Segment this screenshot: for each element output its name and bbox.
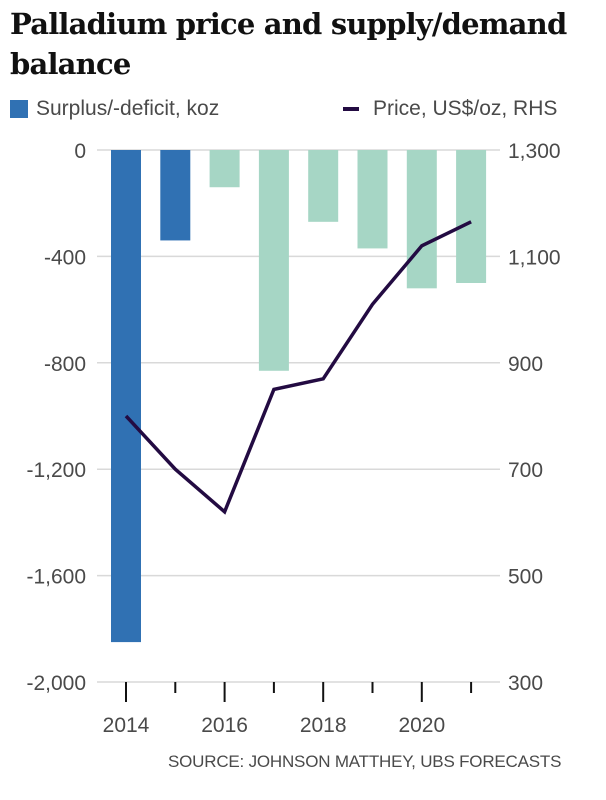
source-note: SOURCE: JOHNSON MATTHEY, UBS FORECASTS xyxy=(168,752,562,771)
x-tick-label: 2020 xyxy=(398,714,445,737)
legend-item-price: Price, US$/oz, RHS xyxy=(343,97,557,121)
legend-swatch-line xyxy=(343,107,359,111)
y-left-tick-label: 0 xyxy=(74,140,86,163)
x-tick-label: 2014 xyxy=(103,714,150,737)
y-right-tick-label: 700 xyxy=(508,459,543,482)
bar-2016 xyxy=(209,150,240,188)
y-right-tick-label: 1,100 xyxy=(508,246,561,269)
y-axis-left: 0 -400 -800 -1,200 -1,600 -2,000 xyxy=(26,140,86,695)
x-axis: 2014 2016 2018 2020 xyxy=(103,682,473,737)
y-axis-right: 1,300 1,100 900 700 500 300 xyxy=(508,140,561,695)
bar-2018 xyxy=(308,150,339,222)
y-left-tick-label: -2,000 xyxy=(26,672,86,695)
y-right-tick-label: 500 xyxy=(508,566,543,589)
legend-item-surplus: Surplus/-deficit, koz xyxy=(10,97,219,121)
legend: Surplus/-deficit, koz Price, US$/oz, RHS xyxy=(10,97,600,127)
price-line xyxy=(124,220,472,515)
legend-label-price: Price, US$/oz, RHS xyxy=(373,97,558,120)
bar-2015 xyxy=(160,150,191,241)
legend-label-surplus: Surplus/-deficit, koz xyxy=(36,97,220,120)
y-left-tick-label: -400 xyxy=(44,246,86,269)
x-tick-label: 2016 xyxy=(201,714,248,737)
y-left-tick-label: -1,600 xyxy=(26,566,86,589)
y-right-tick-label: 300 xyxy=(508,672,543,695)
gridlines xyxy=(97,149,500,683)
y-left-tick-label: -1,200 xyxy=(26,459,86,482)
chart-title: Palladium price and supply/demand balanc… xyxy=(10,7,567,81)
bar-2019 xyxy=(357,150,388,249)
bar-2020 xyxy=(406,150,437,289)
y-right-tick-label: 900 xyxy=(508,353,543,376)
bar-2014 xyxy=(111,150,141,643)
legend-swatch-bar xyxy=(10,100,28,118)
bar-2017 xyxy=(258,150,289,371)
y-left-tick-label: -800 xyxy=(44,353,86,376)
price-line-group xyxy=(124,220,472,515)
bar-2021 xyxy=(456,150,487,283)
x-tick-label: 2018 xyxy=(300,714,347,737)
y-right-tick-label: 1,300 xyxy=(508,140,561,163)
bars xyxy=(111,150,487,643)
